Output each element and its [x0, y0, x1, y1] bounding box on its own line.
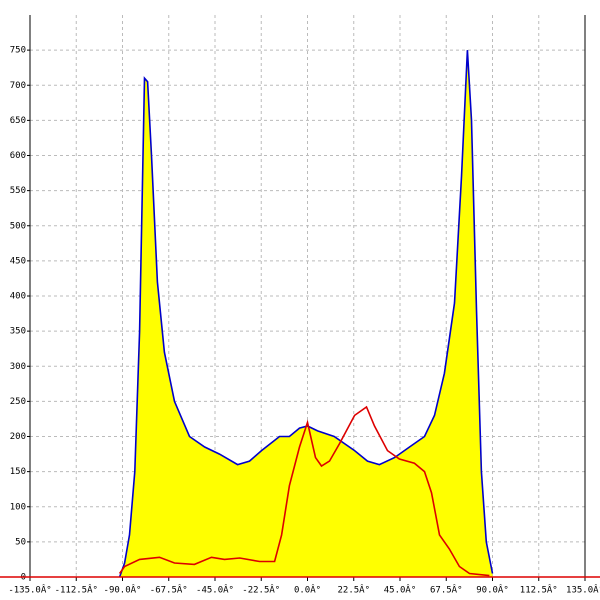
y-tick-label: 50 [15, 537, 26, 547]
y-tick-label: 700 [10, 81, 26, 91]
y-tick-label: 750 [10, 46, 26, 56]
y-tick-label: 600 [10, 151, 26, 161]
x-tick-label: 45.0Â° [384, 584, 417, 596]
x-tick-label: 67.5Â° [430, 584, 463, 596]
y-tick-label: 250 [10, 397, 26, 407]
y-tick-label: 350 [10, 327, 26, 337]
y-tick-label: 100 [10, 502, 26, 512]
x-tick-label: -45.0Â° [196, 584, 234, 596]
x-tick-label: -90.0Â° [104, 584, 142, 596]
y-tick-label: 150 [10, 467, 26, 477]
x-tick-label: -22.5Â° [242, 584, 280, 596]
y-tick-label: 550 [10, 186, 26, 196]
line [118, 405, 490, 577]
area [119, 50, 493, 578]
x-tick-label: -135.0Â° [8, 584, 51, 596]
y-tick-label: 300 [10, 362, 26, 372]
x-tick-label: 0.0Â° [294, 584, 321, 596]
x-tick-label: 90.0Â° [476, 584, 509, 596]
y-tick-label: 450 [10, 256, 26, 266]
x-tick-label: -67.5Â° [150, 584, 188, 596]
y-tick-label: 200 [10, 432, 26, 442]
x-tick-label: 22.5Â° [337, 584, 370, 596]
y-tick-label: 650 [10, 116, 26, 126]
x-tick-label: 135.0Â° [566, 584, 600, 596]
y-tick-label: 500 [10, 221, 26, 231]
x-tick-label: -112.5Â° [55, 584, 98, 596]
y-tick-label: 400 [10, 292, 26, 302]
line [118, 50, 494, 578]
x-tick-label: 112.5Â° [520, 584, 558, 596]
